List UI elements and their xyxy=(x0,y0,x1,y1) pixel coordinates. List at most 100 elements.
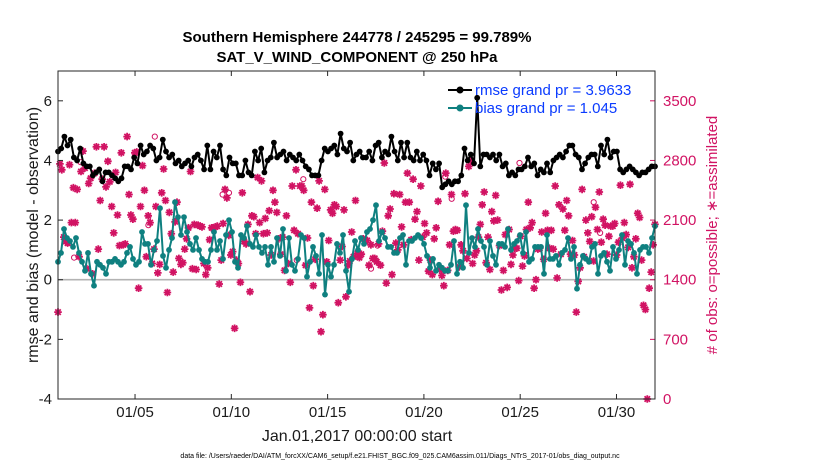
rmse-point xyxy=(306,166,312,173)
obs-assimilated-point xyxy=(303,234,312,242)
obs-assimilated-point xyxy=(626,180,634,189)
bias-point xyxy=(229,229,235,235)
bias-point xyxy=(250,244,256,250)
bias-point xyxy=(505,226,511,232)
obs-assimilated-point xyxy=(319,310,327,319)
rmse-point xyxy=(248,172,255,179)
bias-point xyxy=(574,285,580,292)
obs-assimilated-point xyxy=(125,190,133,199)
bias-point xyxy=(148,261,154,268)
obs-possible-point xyxy=(448,195,455,202)
obs-assimilated-point xyxy=(213,222,222,230)
bias-point xyxy=(403,261,409,268)
rmse-point xyxy=(169,151,176,158)
obs-assimilated-point xyxy=(109,229,118,237)
y-tick-label: -4 xyxy=(39,391,52,408)
obs-assimilated-point xyxy=(491,191,500,200)
obs-assimilated-point xyxy=(77,167,85,176)
rmse-point xyxy=(220,166,227,173)
rmse-point xyxy=(144,148,150,155)
obs-assimilated-point xyxy=(342,292,350,301)
bias-point xyxy=(268,244,274,250)
bias-point xyxy=(235,264,241,271)
rmse-point xyxy=(207,166,214,173)
y-axis-right: 0 700 1400 2100 2800 3500 xyxy=(650,93,696,408)
bias-point xyxy=(556,261,562,268)
bias-point xyxy=(316,270,322,277)
obs-assimilated-point xyxy=(555,201,563,209)
bias-point xyxy=(301,235,307,241)
obs-assimilated-point xyxy=(338,242,346,251)
bias-point xyxy=(307,258,313,265)
bias-point xyxy=(172,199,178,206)
obs-assimilated-point xyxy=(461,189,469,198)
obs-assimilated-point xyxy=(605,232,613,241)
obs-assimilated-point xyxy=(514,276,523,285)
obs-assimilated-point xyxy=(528,218,536,227)
obs-assimilated-point xyxy=(155,260,164,269)
bias-point xyxy=(136,258,142,265)
obs-assimilated-point xyxy=(136,202,145,211)
rmse-point xyxy=(385,151,392,158)
obs-assimilated-point xyxy=(202,270,210,279)
obs-assimilated-point xyxy=(255,218,264,227)
obs-assimilated-point xyxy=(397,223,406,231)
bias-point xyxy=(427,264,433,271)
rmse-point xyxy=(137,142,144,149)
obs-assimilated-point xyxy=(288,182,297,190)
rmse-point xyxy=(299,157,306,164)
obs-assimilated-point xyxy=(69,183,78,192)
rmse-point xyxy=(369,157,376,164)
rmse-point xyxy=(280,148,287,155)
bias-point xyxy=(220,256,226,262)
obs-assimilated-point xyxy=(439,281,448,290)
bias-point xyxy=(334,241,340,247)
obs-assimilated-point xyxy=(568,236,577,245)
y-right-tick-label: 2100 xyxy=(663,212,696,229)
obs-assimilated-point xyxy=(539,255,548,264)
obs-assimilated-point xyxy=(367,241,375,249)
obs-assimilated-point xyxy=(578,185,586,194)
obs-assimilated-point xyxy=(413,207,421,216)
rmse-point xyxy=(344,148,350,155)
obs-assimilated-point xyxy=(415,256,423,264)
obs-assimilated-point xyxy=(315,177,323,185)
obs-assimilated-point xyxy=(351,196,360,205)
rmse-point xyxy=(156,154,163,161)
bias-point xyxy=(646,250,652,256)
bias-point xyxy=(568,256,574,262)
obs-assimilated-point xyxy=(347,228,356,236)
bias-point xyxy=(460,264,466,271)
rmse-point xyxy=(420,151,427,158)
obs-assimilated-point xyxy=(272,208,281,217)
rmse-point xyxy=(541,169,547,176)
bias-point xyxy=(517,232,523,238)
obs-assimilated-point xyxy=(583,229,592,237)
y-right-tick-label: 700 xyxy=(663,331,688,348)
bias-point xyxy=(493,261,499,268)
rmse-point xyxy=(159,136,166,143)
rmse-point xyxy=(582,160,588,167)
obs-assimilated-point xyxy=(411,215,419,223)
obs-assimilated-point xyxy=(532,275,540,284)
obs-assimilated-point xyxy=(518,262,527,270)
obs-assimilated-point xyxy=(326,206,335,214)
obs-assimilated-point xyxy=(390,189,398,198)
rmse-point xyxy=(77,145,84,152)
obs-assimilated-point xyxy=(430,235,439,243)
obs-assimilated-point xyxy=(152,202,160,211)
bias-point xyxy=(376,238,382,244)
obs-assimilated-point xyxy=(432,224,441,232)
bias-point xyxy=(613,256,619,262)
rmse-point xyxy=(239,172,246,179)
bias-point xyxy=(91,282,97,289)
x-tick-label: 01/10 xyxy=(213,404,251,421)
obs-assimilated-point xyxy=(512,244,521,252)
bias-point xyxy=(304,273,310,280)
rmse-point xyxy=(194,151,201,158)
obs-assimilated-point xyxy=(263,229,272,237)
obs-assimilated-point xyxy=(334,298,343,307)
obs-assimilated-point xyxy=(468,259,477,268)
bias-point xyxy=(127,244,133,250)
